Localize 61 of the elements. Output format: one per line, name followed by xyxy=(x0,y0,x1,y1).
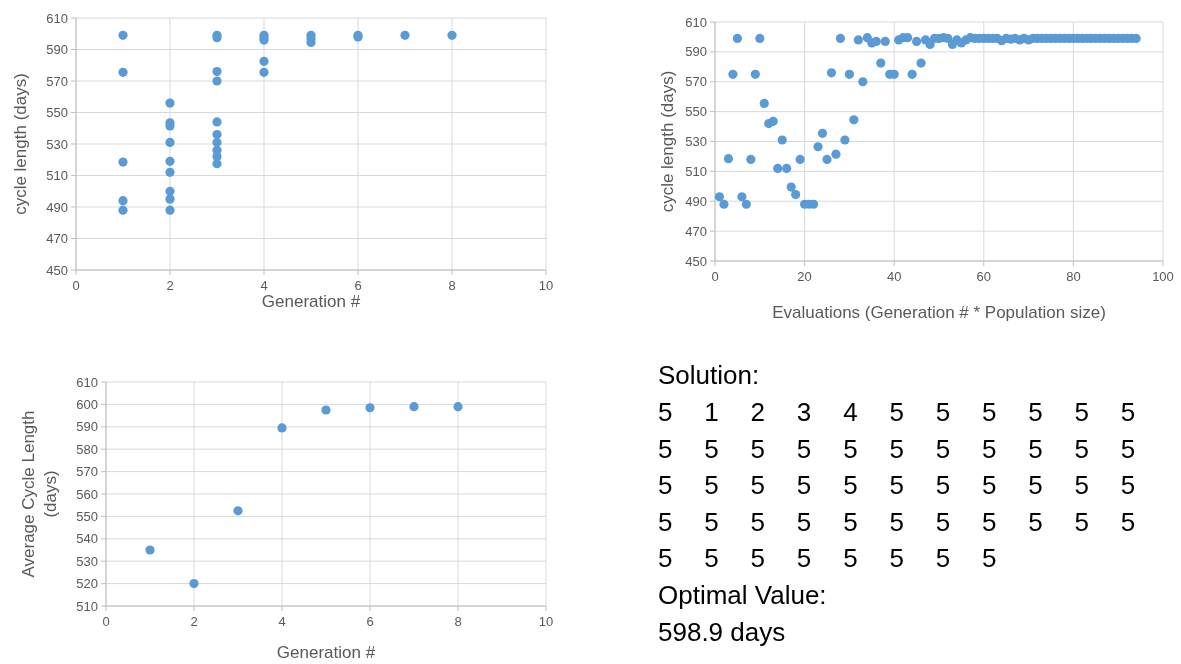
x-tick-label: 0 xyxy=(102,614,110,629)
x-axis-title: Generation # xyxy=(261,292,361,311)
y-tick-label: 570 xyxy=(685,74,707,90)
y-tick-label: 550 xyxy=(46,105,68,121)
y-tick-label: 560 xyxy=(76,486,98,502)
y-tick-label: 590 xyxy=(46,42,68,58)
y-tick-label: 610 xyxy=(76,374,98,390)
y-axis-title: Average Cycle Length (days) xyxy=(19,410,60,578)
y-tick-label: 490 xyxy=(46,199,68,215)
y-tick-label: 450 xyxy=(685,253,707,269)
y-tick-label: 600 xyxy=(76,396,98,412)
x-tick-label: 20 xyxy=(797,269,812,284)
y-tick-label: 470 xyxy=(685,223,707,239)
y-tick-label: 510 xyxy=(76,598,98,614)
y-tick-label: 570 xyxy=(46,73,68,89)
x-tick-label: 100 xyxy=(1152,269,1174,284)
text: 598.9 days xyxy=(658,616,786,647)
x-tick-label: 8 xyxy=(448,278,456,293)
y-tick-label: 530 xyxy=(46,136,68,152)
x-tick-label: 8 xyxy=(454,614,462,629)
y-tick-label: 590 xyxy=(76,419,98,435)
x-axis-title: Generation # xyxy=(276,643,376,662)
x-tick-label: 0 xyxy=(711,269,719,284)
text: 5 5 5 5 5 5 5 5 5 5 5 xyxy=(658,433,1136,464)
text: 5 5 5 5 5 5 5 5 5 5 5 xyxy=(658,470,1136,501)
y-tick-label: 490 xyxy=(685,193,707,209)
y-tick-label: 530 xyxy=(685,134,707,150)
text: Solution: xyxy=(658,360,760,390)
x-tick-label: 60 xyxy=(976,269,992,284)
y-tick-label: 510 xyxy=(685,163,707,179)
x-tick-label: 10 xyxy=(538,614,554,629)
y-tick-label: 590 xyxy=(685,44,707,60)
y-tick-label: 550 xyxy=(685,104,707,120)
x-tick-label: 2 xyxy=(190,614,198,629)
x-tick-label: 6 xyxy=(366,614,374,629)
y-tick-label: 550 xyxy=(76,508,98,524)
y-axis-title: cycle length (days) xyxy=(658,70,677,213)
text: 5 5 5 5 5 5 5 5 5 5 5 xyxy=(658,506,1136,537)
y-tick-label: 540 xyxy=(76,531,98,547)
y-tick-label: 570 xyxy=(76,464,98,480)
x-tick-label: 0 xyxy=(72,278,80,293)
y-tick-label: 470 xyxy=(46,231,68,247)
y-tick-label: 510 xyxy=(46,168,68,184)
x-tick-label: 2 xyxy=(166,278,174,293)
y-axis-title: cycle length (days) xyxy=(11,73,30,215)
y-tick-label: 580 xyxy=(76,441,98,457)
text: 5 1 2 3 4 5 5 5 5 5 5 xyxy=(658,397,1136,427)
x-tick-label: 40 xyxy=(886,269,902,284)
x-tick-label: 10 xyxy=(538,278,554,293)
x-axis-title: Evaluations (Generation # * Population size) xyxy=(772,303,1106,322)
x-tick-label: 4 xyxy=(278,614,286,629)
x-tick-label: 6 xyxy=(354,278,362,293)
y-tick-label: 450 xyxy=(46,262,68,278)
y-tick-label: 610 xyxy=(685,14,707,30)
x-tick-label: 4 xyxy=(260,278,268,293)
text: 5 5 5 5 5 5 5 5 xyxy=(658,543,997,574)
x-tick-label: 80 xyxy=(1066,269,1081,284)
text: Optimal Value: xyxy=(658,580,827,610)
y-tick-label: 530 xyxy=(76,553,98,569)
y-tick-label: 520 xyxy=(76,576,98,592)
y-tick-label: 610 xyxy=(46,10,68,26)
